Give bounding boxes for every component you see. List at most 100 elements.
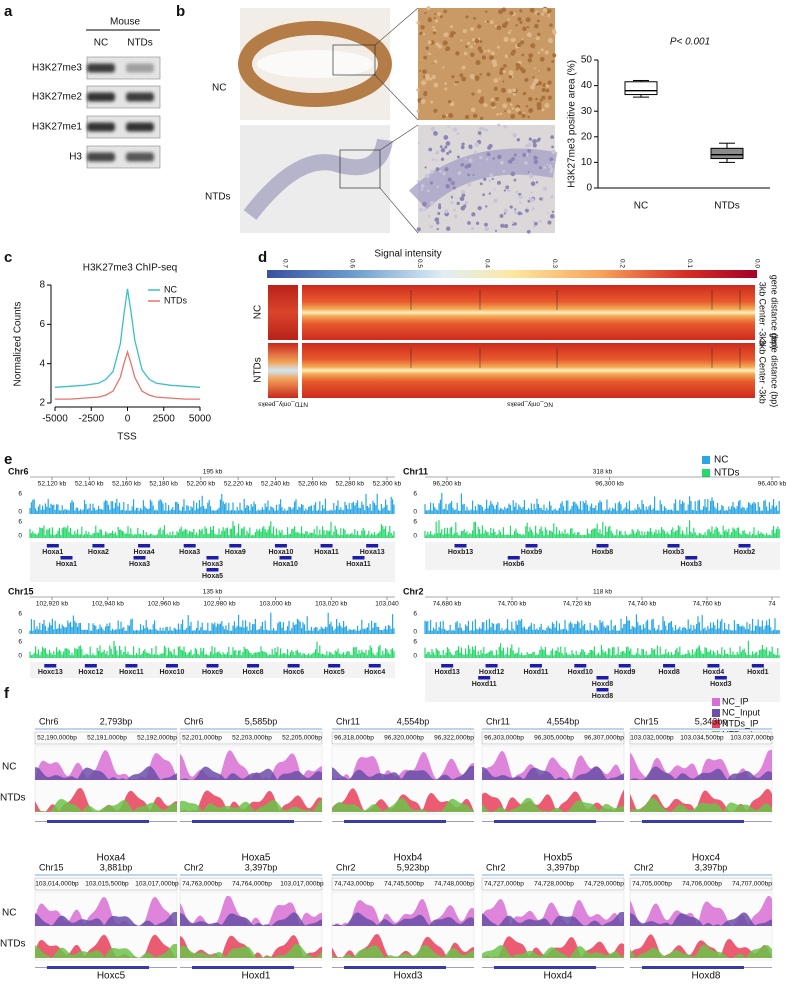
cell	[549, 170, 553, 174]
cell	[549, 23, 553, 28]
cell	[451, 75, 455, 79]
gene-label: Hoxd8	[592, 693, 614, 700]
coord-label: 74,743,000bp	[334, 881, 374, 888]
coord-label: 74,727,000bp	[484, 881, 524, 888]
cell	[533, 78, 539, 84]
x-tick-label: 2500	[153, 414, 176, 425]
cell	[479, 134, 482, 137]
cell	[484, 129, 487, 133]
cell	[552, 28, 557, 34]
cell	[429, 200, 435, 206]
cell	[427, 17, 432, 21]
cell	[424, 90, 428, 95]
signal-area	[630, 896, 772, 926]
span-label: 5,923bp	[397, 862, 430, 872]
coord-label: 52,280 kb	[335, 481, 364, 488]
cell	[500, 223, 505, 228]
cell	[477, 131, 482, 135]
cell	[449, 101, 455, 107]
gene-label: Hoxd9	[614, 669, 636, 676]
cell	[497, 154, 502, 160]
coord-label: 74,764,000bp	[232, 881, 272, 888]
cell	[459, 73, 464, 78]
track-scale: 6	[18, 611, 22, 618]
signal-area	[482, 945, 624, 958]
chr-label: Chr2	[486, 862, 506, 872]
gene-glyph	[574, 664, 587, 668]
track-scale: 0	[413, 629, 417, 636]
gene-label: Hoxd11	[523, 669, 548, 676]
gene-glyph	[165, 664, 178, 668]
span-label: 3,881bp	[100, 862, 133, 872]
cell	[433, 59, 438, 64]
cell	[435, 42, 440, 46]
cell	[437, 211, 441, 216]
cell	[515, 107, 520, 113]
cell	[490, 51, 495, 56]
colorbar-tick: 0.5	[416, 259, 423, 268]
zoom-box	[339, 149, 381, 189]
gene-glyph	[84, 664, 97, 668]
ruler-box	[481, 731, 625, 745]
cell	[443, 135, 449, 140]
signal-area	[35, 896, 177, 926]
gene-label: Hoxd11	[472, 681, 497, 688]
cell	[462, 29, 467, 34]
cell	[510, 113, 516, 119]
cell	[501, 87, 504, 91]
cell	[547, 80, 552, 85]
cell	[465, 45, 468, 48]
cell	[429, 181, 434, 185]
cell	[509, 205, 513, 209]
signal-area	[332, 751, 474, 780]
signal-area	[35, 944, 177, 958]
cell	[515, 24, 518, 27]
cell	[528, 108, 534, 113]
cell	[526, 229, 531, 234]
cell	[493, 86, 498, 91]
cell	[479, 116, 484, 121]
panel-label: f	[4, 685, 10, 702]
cell	[419, 31, 423, 36]
span-label: 3,397bp	[245, 862, 278, 872]
cell	[453, 208, 456, 212]
chr-label: Chr6	[8, 466, 29, 476]
coord-label: 52,240 kb	[261, 481, 290, 488]
cell	[511, 156, 515, 161]
signal-area	[630, 934, 772, 958]
cell	[423, 208, 427, 211]
gene-name: Hoxa5	[242, 853, 271, 864]
blot-band	[87, 152, 115, 162]
gene-glyph	[596, 688, 609, 692]
cell	[512, 38, 516, 42]
gene-glyph	[707, 664, 720, 668]
ruler-box	[331, 877, 475, 891]
y-tick-label: 10	[581, 157, 593, 168]
cell	[474, 75, 480, 81]
cell	[507, 88, 512, 94]
cell	[420, 25, 425, 30]
box	[624, 81, 658, 96]
cell	[484, 20, 487, 23]
gene-label: Hoxb13	[448, 549, 473, 556]
gene-name: Hoxc4	[692, 853, 721, 864]
coord-label: 103,040	[375, 601, 399, 608]
heatmap-block	[268, 285, 298, 340]
cell	[497, 123, 501, 127]
span-label: 4,554bp	[547, 716, 580, 726]
coverage-track	[29, 521, 395, 538]
cell	[479, 182, 483, 186]
gene-label: Hoxd8	[658, 669, 680, 676]
chr-label: Chr6	[184, 716, 204, 726]
coord-label: 74	[768, 601, 776, 608]
gene-label: Hoxc13	[38, 669, 63, 676]
span-label: 3,397bp	[547, 862, 580, 872]
coord-label: 96,303,000bp	[484, 735, 524, 742]
heatmap-row-label: NC	[253, 305, 264, 319]
cell	[503, 125, 507, 129]
panel-label: c	[4, 249, 12, 266]
cell	[484, 226, 489, 232]
row-label: NTDs	[0, 939, 26, 950]
gene-glyph	[60, 556, 73, 560]
cell	[437, 205, 442, 210]
